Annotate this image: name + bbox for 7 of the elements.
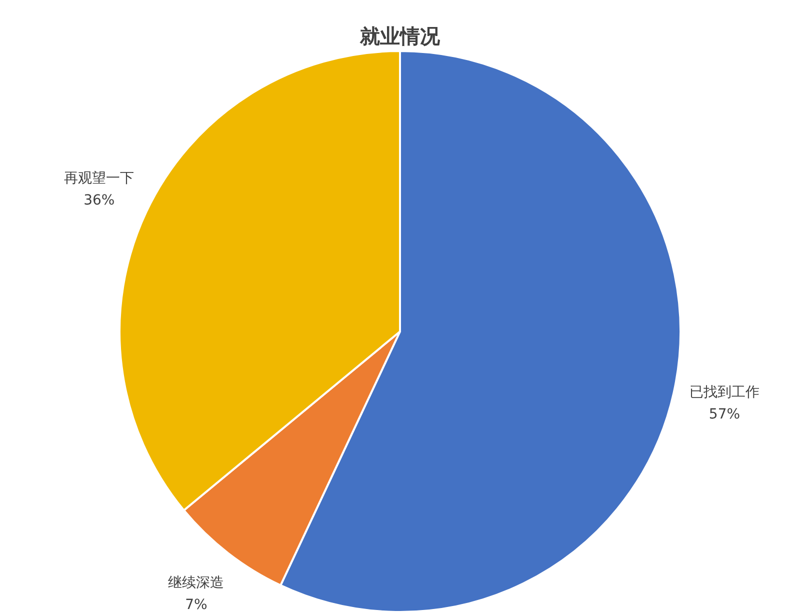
data-label: 57% — [708, 406, 740, 423]
slice-label: 已找到工作 — [689, 384, 760, 401]
slice-label: 继续深造 — [168, 574, 224, 591]
slice-label: 再观望一下 — [64, 170, 134, 187]
data-label: 7% — [185, 596, 208, 613]
data-label: 36% — [84, 192, 115, 209]
chart-title: 就业情况 — [359, 24, 441, 48]
